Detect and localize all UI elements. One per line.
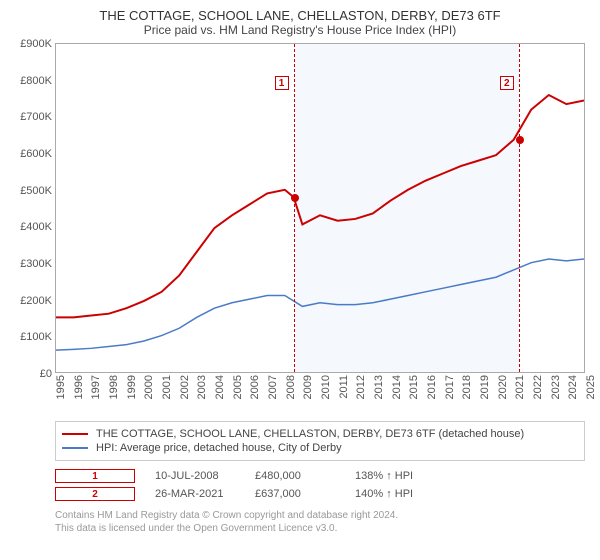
- x-tick-label: 1995: [55, 375, 67, 399]
- legend-label: THE COTTAGE, SCHOOL LANE, CHELLASTON, DE…: [96, 428, 524, 440]
- x-tick-label: 2001: [161, 375, 173, 399]
- sale-vs-hpi: 138% ↑ HPI: [355, 470, 435, 482]
- sales-table: 1 10-JUL-2008 £480,000 138% ↑ HPI 2 26-M…: [55, 469, 585, 501]
- sale-price: £637,000: [255, 488, 335, 500]
- x-tick-label: 2007: [267, 375, 279, 399]
- x-tick-label: 2002: [179, 375, 191, 399]
- x-tick-label: 2019: [479, 375, 491, 399]
- x-tick-label: 2022: [532, 375, 544, 399]
- x-tick-label: 1998: [108, 375, 120, 399]
- legend-swatch: [62, 433, 88, 435]
- y-tick-label: £800K: [20, 75, 52, 87]
- sale-date: 10-JUL-2008: [155, 470, 235, 482]
- y-tick-label: £400K: [20, 221, 52, 233]
- marker-box: 2: [500, 76, 514, 90]
- marker-line: [519, 44, 520, 372]
- x-tick-label: 2023: [550, 375, 562, 399]
- sale-vs-hpi: 140% ↑ HPI: [355, 488, 435, 500]
- legend: THE COTTAGE, SCHOOL LANE, CHELLASTON, DE…: [55, 421, 585, 461]
- x-tick-label: 1996: [73, 375, 85, 399]
- x-tick-label: 2015: [408, 375, 420, 399]
- series-cottage: [56, 95, 584, 317]
- footer-line: Contains HM Land Registry data © Crown c…: [55, 509, 585, 522]
- chart-title: THE COTTAGE, SCHOOL LANE, CHELLASTON, DE…: [15, 8, 585, 23]
- x-tick-label: 2004: [214, 375, 226, 399]
- x-tick-label: 2014: [391, 375, 403, 399]
- sale-date: 26-MAR-2021: [155, 488, 235, 500]
- y-tick-label: £600K: [20, 148, 52, 160]
- legend-item: THE COTTAGE, SCHOOL LANE, CHELLASTON, DE…: [62, 428, 578, 440]
- legend-item: HPI: Average price, detached house, City…: [62, 442, 578, 454]
- x-tick-label: 2000: [143, 375, 155, 399]
- x-tick-label: 2018: [461, 375, 473, 399]
- x-tick-label: 2008: [285, 375, 297, 399]
- footer: Contains HM Land Registry data © Crown c…: [55, 509, 585, 535]
- chart-svg: [56, 44, 584, 372]
- y-tick-label: £300K: [20, 258, 52, 270]
- x-tick-label: 2011: [338, 375, 350, 399]
- x-tick-label: 2010: [320, 375, 332, 399]
- x-tick-label: 1997: [90, 375, 102, 399]
- x-tick-label: 2020: [497, 375, 509, 399]
- x-axis-labels: 1995 1996 1997 1998 1999 2000 2001 2002 2003 2004…: [55, 373, 585, 415]
- y-tick-label: £200K: [20, 295, 52, 307]
- sale-row: 2 26-MAR-2021 £637,000 140% ↑ HPI: [55, 487, 585, 501]
- y-tick-label: £700K: [20, 111, 52, 123]
- marker-badge: 1: [55, 469, 135, 483]
- sale-row: 1 10-JUL-2008 £480,000 138% ↑ HPI: [55, 469, 585, 483]
- x-tick-label: 2005: [232, 375, 244, 399]
- x-tick-label: 2016: [426, 375, 438, 399]
- x-tick-label: 2017: [444, 375, 456, 399]
- x-tick-label: 2013: [373, 375, 385, 399]
- chart-container: THE COTTAGE, SCHOOL LANE, CHELLASTON, DE…: [0, 0, 600, 560]
- x-tick-label: 2006: [249, 375, 261, 399]
- x-tick-label: 2009: [302, 375, 314, 399]
- y-tick-label: £100K: [20, 331, 52, 343]
- x-tick-label: 2003: [196, 375, 208, 399]
- x-tick-label: 2012: [355, 375, 367, 399]
- x-tick-label: 2024: [567, 375, 579, 399]
- sale-price: £480,000: [255, 470, 335, 482]
- plot-area: £0£100K£200K£300K£400K£500K£600K£700K£80…: [55, 43, 585, 373]
- x-tick-label: 2021: [514, 375, 526, 399]
- marker-line: [294, 44, 295, 372]
- legend-swatch: [62, 447, 88, 449]
- y-tick-label: £900K: [20, 38, 52, 50]
- y-tick-label: £0: [40, 368, 52, 380]
- marker-box: 1: [275, 76, 289, 90]
- x-tick-label: 1999: [126, 375, 138, 399]
- legend-label: HPI: Average price, detached house, City…: [96, 442, 342, 454]
- x-tick-label: 2025: [585, 375, 597, 399]
- footer-line: This data is licensed under the Open Gov…: [55, 522, 585, 535]
- marker-dot: [291, 194, 299, 202]
- marker-badge: 2: [55, 487, 135, 501]
- chart-subtitle: Price paid vs. HM Land Registry's House …: [15, 23, 585, 37]
- y-tick-label: £500K: [20, 185, 52, 197]
